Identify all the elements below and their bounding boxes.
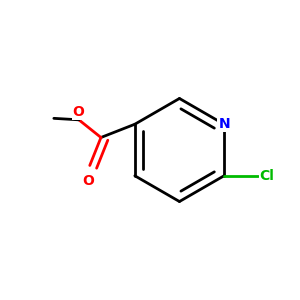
Text: O: O xyxy=(82,174,94,188)
Text: Cl: Cl xyxy=(260,169,274,183)
Text: O: O xyxy=(72,105,84,119)
Text: N: N xyxy=(218,117,230,131)
